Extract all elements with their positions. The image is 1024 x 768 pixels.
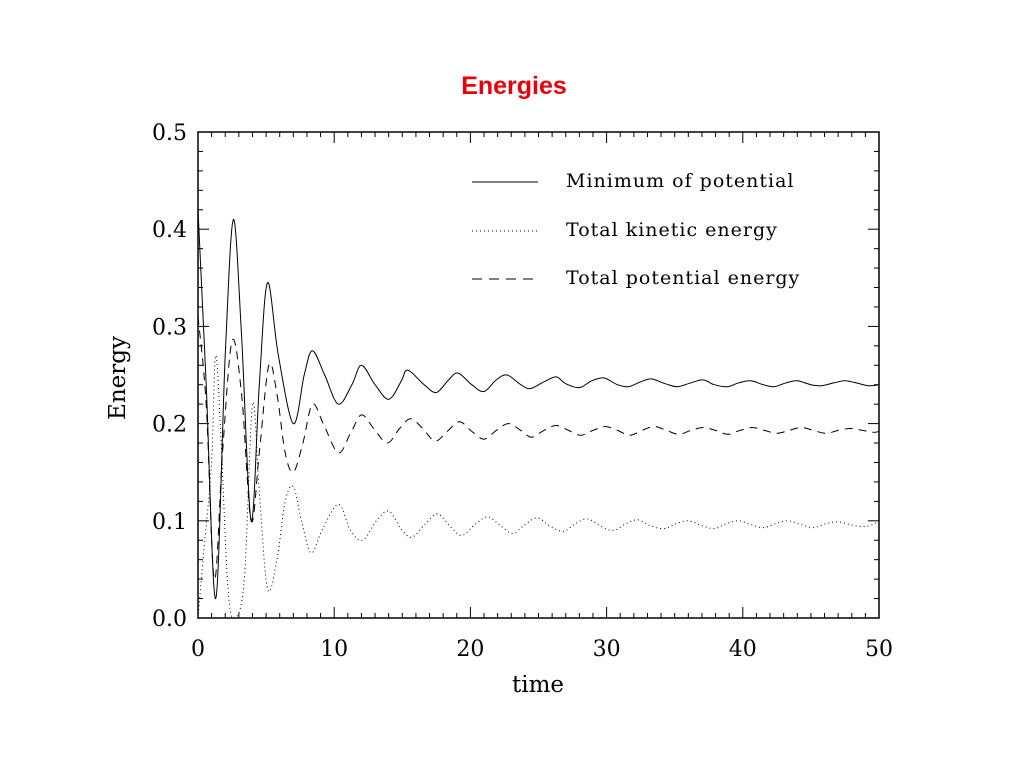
x-tick-label: 10 (320, 637, 348, 662)
legend: Minimum of potential Total kinetic energ… (472, 170, 800, 289)
axis-ticks (197, 131, 880, 619)
y-tick-label: 0.4 (152, 218, 187, 243)
series-lines (197, 209, 880, 619)
y-tick-label: 0.2 (152, 413, 187, 438)
y-axis-tick-labels: 0.0 0.1 0.2 0.3 0.4 0.5 (152, 121, 187, 632)
series-line-minimum-of-potential (197, 209, 880, 600)
plot-area (197, 131, 880, 619)
plot-frame (197, 131, 880, 619)
x-axis-label: time (512, 672, 564, 698)
legend-label-minimum-of-potential: Minimum of potential (566, 170, 795, 192)
legend-label-total-kinetic-energy: Total kinetic energy (566, 219, 778, 241)
legend-label-total-potential-energy: Total potential energy (566, 267, 800, 289)
y-tick-label: 0.0 (152, 607, 187, 632)
x-tick-label: 0 (191, 637, 205, 662)
y-axis-label: Energy (105, 336, 131, 420)
y-tick-label: 0.3 (152, 315, 187, 340)
series-line-total-kinetic-energy (197, 355, 880, 619)
y-tick-label: 0.1 (152, 510, 187, 535)
x-tick-label: 30 (593, 637, 621, 662)
x-tick-label: 40 (729, 637, 757, 662)
x-axis-tick-labels: 0 10 20 30 40 50 (191, 637, 893, 662)
chart-title: Energies (461, 72, 567, 100)
y-tick-label: 0.5 (152, 121, 187, 146)
x-tick-label: 50 (865, 637, 893, 662)
x-tick-label: 20 (456, 637, 484, 662)
series-line-total-potential-energy (197, 316, 880, 580)
